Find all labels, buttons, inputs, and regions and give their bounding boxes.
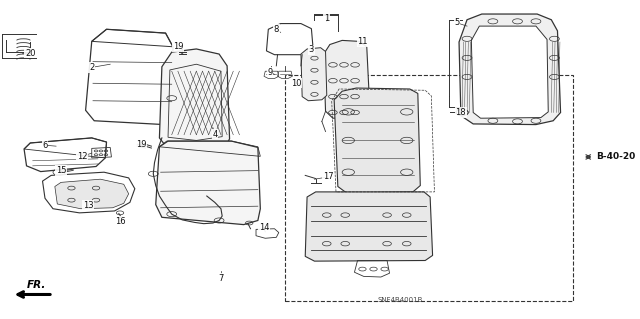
Text: FR.: FR. <box>27 280 46 290</box>
Text: 3: 3 <box>308 45 314 55</box>
Text: 14: 14 <box>259 223 269 232</box>
Polygon shape <box>301 48 327 101</box>
Text: 1: 1 <box>324 14 330 23</box>
Text: 15: 15 <box>56 166 66 175</box>
Text: 11: 11 <box>357 38 368 47</box>
Text: 8: 8 <box>274 25 279 34</box>
Text: 2: 2 <box>89 63 94 72</box>
Polygon shape <box>324 41 370 118</box>
Polygon shape <box>334 88 420 193</box>
Polygon shape <box>159 49 230 147</box>
Text: 18: 18 <box>456 108 466 117</box>
Bar <box>285 75 573 301</box>
Polygon shape <box>156 141 260 225</box>
Text: 4: 4 <box>212 130 218 138</box>
Text: B-40-20: B-40-20 <box>596 152 636 161</box>
Text: 6: 6 <box>42 141 47 150</box>
Polygon shape <box>471 26 548 118</box>
Text: 16: 16 <box>115 217 126 226</box>
Text: 12: 12 <box>77 152 87 161</box>
Text: 19: 19 <box>173 42 183 51</box>
Text: 13: 13 <box>83 201 93 210</box>
Text: 7: 7 <box>218 274 223 283</box>
Text: 5: 5 <box>454 19 460 27</box>
Text: SNF4B4001B: SNF4B4001B <box>378 297 423 303</box>
Text: 17: 17 <box>323 173 333 182</box>
Polygon shape <box>459 14 561 124</box>
Text: 9: 9 <box>268 68 273 77</box>
Polygon shape <box>55 179 129 209</box>
Text: 10: 10 <box>291 79 301 88</box>
Text: 19: 19 <box>136 140 146 149</box>
Text: 20: 20 <box>25 48 35 58</box>
Polygon shape <box>305 192 433 261</box>
